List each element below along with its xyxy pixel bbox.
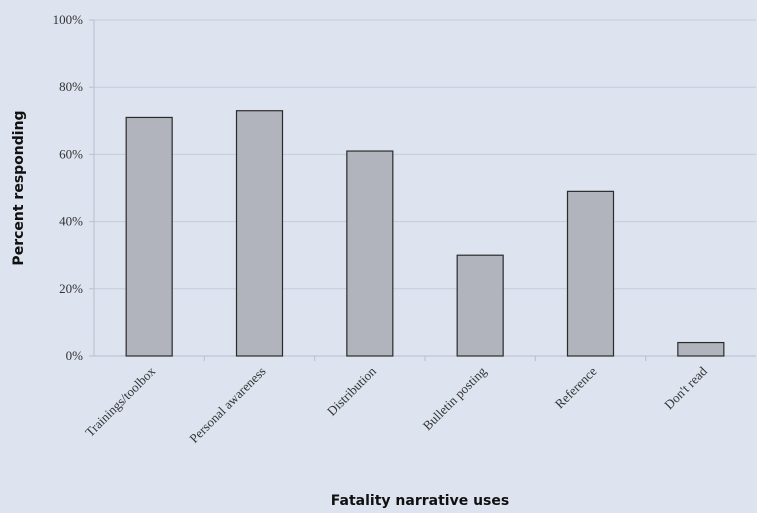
x-tick-label: Trainings/toolbox: [82, 363, 159, 440]
y-tick-label: 20%: [59, 281, 83, 296]
x-tick-label: Personal awareness: [186, 364, 268, 446]
bar: [566, 190, 615, 357]
bar: [456, 254, 504, 357]
y-tick-label: 60%: [59, 146, 83, 161]
bars: [125, 110, 725, 357]
gridlines: [94, 19, 756, 290]
x-tick-label: Distribution: [324, 363, 379, 418]
x-tick-label: Reference: [552, 363, 600, 411]
x-tick-label: Don't read: [661, 363, 710, 412]
bar: [235, 110, 284, 357]
y-tick-label: 80%: [59, 79, 83, 94]
y-tick-label: 100%: [53, 12, 84, 27]
axes: [89, 19, 756, 361]
bar: [677, 341, 725, 357]
y-tick-label: 40%: [59, 214, 83, 229]
y-axis-title: Percent responding: [11, 110, 27, 265]
x-axis-title: Fatality narrative uses: [331, 493, 509, 509]
y-tick-label: 0%: [66, 348, 84, 363]
bar: [125, 116, 173, 357]
x-tick-label: Bulletin posting: [420, 363, 490, 433]
bar: [346, 150, 394, 357]
